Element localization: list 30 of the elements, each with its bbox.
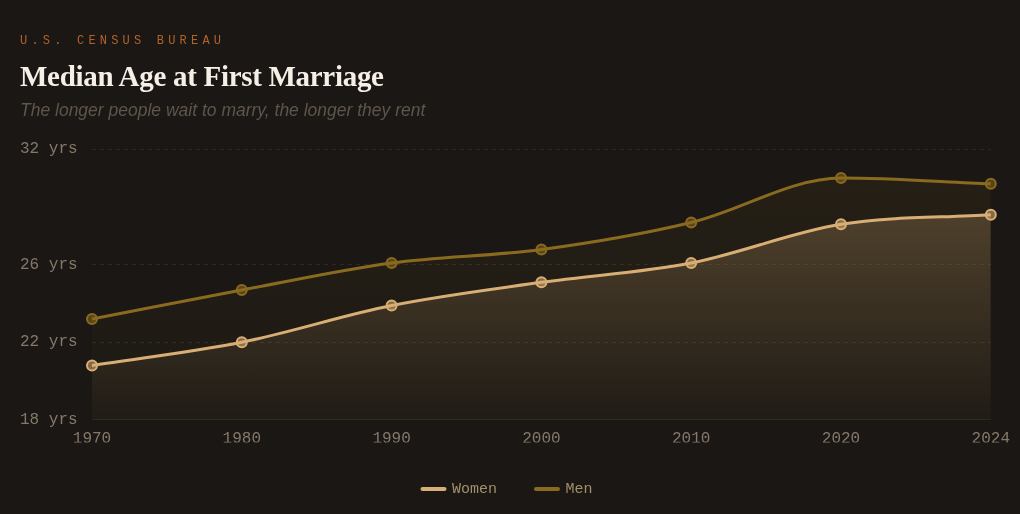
- point: [235, 336, 248, 349]
- x-tick-label: 2010: [671, 430, 711, 449]
- chart-title: Median Age at First Marriage: [20, 60, 384, 93]
- point: [984, 208, 997, 221]
- point: [385, 257, 398, 269]
- y-tick-label: 18 yrs: [20, 410, 78, 429]
- x-tick-label: 2020: [821, 430, 861, 449]
- point: [535, 243, 548, 256]
- x-tick-label: 1990: [372, 430, 411, 449]
- x-tick-label: 2024: [971, 430, 1010, 449]
- point: [535, 276, 548, 289]
- point: [86, 313, 98, 326]
- y-tick-label: 32 yrs: [20, 140, 78, 159]
- point: [835, 218, 847, 231]
- legend-label: Men: [565, 480, 593, 498]
- point: [685, 257, 698, 269]
- point: [685, 216, 698, 229]
- point: [984, 177, 997, 190]
- chart-subtitle: The longer people wait to marry, the longer they rent: [20, 100, 426, 121]
- y-tick-label: 26 yrs: [20, 256, 78, 275]
- point: [385, 299, 398, 312]
- point: [235, 284, 248, 297]
- legend-label: Women: [451, 480, 498, 498]
- point: [86, 359, 98, 372]
- y-tick-label: 22 yrs: [20, 333, 78, 352]
- x-tick-label: 1980: [222, 430, 261, 449]
- point: [835, 171, 847, 184]
- text: U.S. CENSUS BUREAU: [20, 34, 226, 48]
- x-tick-label: 1970: [72, 430, 112, 449]
- x-tick-label: 2000: [522, 430, 561, 449]
